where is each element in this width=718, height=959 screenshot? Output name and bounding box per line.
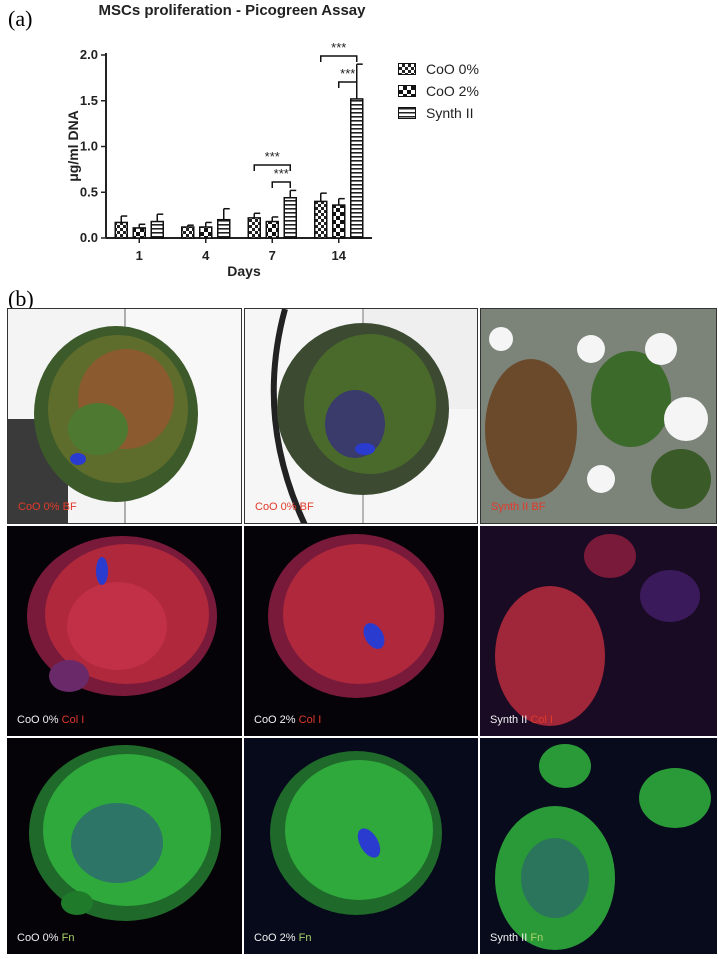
panel-label-a: (a) — [8, 6, 33, 31]
tile-caption: Synth II Col I — [490, 714, 553, 726]
caption-part: Synth II — [490, 932, 531, 944]
significance-bracket — [320, 55, 358, 62]
caption-part: Fn — [61, 932, 75, 944]
micrograph-grid: CoO 0% BF CoO 0% BF Synth II BF — [7, 308, 717, 956]
micrograph-bf-synthii: Synth II BF — [480, 308, 717, 524]
micrograph-image — [29, 745, 221, 921]
caption-part: Col I — [530, 714, 553, 726]
chart-title: MSCs proliferation - Picogreen Assay — [98, 2, 366, 19]
legend-swatch-synth-ii — [398, 107, 416, 119]
caption-part: Col I — [61, 714, 85, 726]
legend-item-synth-ii: Synth II — [398, 102, 479, 124]
micrograph-fn-synthii: Synth II Fn — [480, 738, 717, 954]
bar — [217, 218, 231, 239]
tile-caption: CoO 0% BF — [255, 501, 314, 513]
legend-label-coo-2: CoO 2% — [426, 83, 479, 99]
micrograph-image — [8, 309, 241, 523]
bar — [114, 221, 128, 239]
bar — [181, 226, 195, 239]
chart-legend: CoO 0% CoO 2% Synth II — [398, 58, 479, 124]
micrograph-fn-coo2: CoO 2% Fn — [244, 738, 478, 954]
significance-bracket — [253, 164, 291, 171]
bar — [265, 220, 279, 239]
bar — [132, 227, 146, 239]
bar — [350, 98, 364, 239]
x-tick-label: 4 — [202, 248, 210, 263]
x-tick-label: 7 — [269, 248, 276, 263]
micrograph-bf-coo0: CoO 0% BF — [7, 308, 242, 524]
bar — [150, 220, 164, 239]
bar-chart: MSCs proliferation - Picogreen Assay μg/… — [65, 2, 372, 279]
y-axis-label: μg/ml DNA — [65, 110, 81, 182]
tile-caption: Synth II Fn — [490, 932, 543, 944]
legend-label-synth-ii: Synth II — [426, 105, 474, 121]
panel-label-b: (b) — [8, 286, 34, 311]
bar — [332, 204, 346, 239]
significance-label: *** — [331, 40, 346, 55]
y-tick-label: 1.5 — [80, 93, 98, 108]
micrograph-image — [480, 738, 717, 954]
tile-caption: CoO 0% Col I — [17, 714, 84, 726]
caption-part: CoO 2% — [254, 932, 299, 944]
legend-item-coo-2: CoO 2% — [398, 80, 479, 102]
x-tick-label: 1 — [136, 248, 143, 263]
tile-caption: CoO 0% BF — [18, 501, 77, 513]
legend-swatch-coo-0 — [398, 63, 416, 75]
y-tick-label: 0.0 — [80, 230, 98, 245]
y-tick-label: 1.0 — [80, 139, 98, 154]
legend-swatch-coo-2 — [398, 85, 416, 97]
bar — [314, 200, 328, 239]
micrograph-col1-coo2: CoO 2% Col I — [244, 526, 478, 736]
micrograph-image — [245, 309, 477, 523]
caption-part: Col I — [298, 714, 322, 726]
significance-label: *** — [274, 166, 289, 181]
legend-label-coo-0: CoO 0% — [426, 61, 479, 77]
significance-label: *** — [265, 149, 280, 164]
caption-part: Fn — [298, 932, 312, 944]
micrograph-image — [481, 309, 716, 523]
x-tick-label: 14 — [332, 248, 347, 263]
micrograph-image — [480, 526, 717, 736]
micrograph-image — [27, 536, 217, 696]
caption-part: CoO 0% — [17, 714, 62, 726]
micrograph-col1-coo0: CoO 0% Col I — [7, 526, 242, 736]
caption-part: Synth II — [490, 714, 531, 726]
caption-part: CoO 0% BF — [18, 501, 77, 513]
caption-part: Synth II BF — [491, 501, 546, 513]
significance-bracket — [271, 181, 291, 188]
micrograph-bf-coo2: CoO 0% BF — [244, 308, 478, 524]
bar — [199, 226, 213, 239]
micrograph-image — [244, 738, 478, 954]
caption-part: CoO 0% — [17, 932, 62, 944]
caption-part: Fn — [530, 932, 544, 944]
tile-caption: CoO 2% Fn — [254, 932, 311, 944]
caption-part: CoO 0% BF — [255, 501, 314, 513]
bar — [247, 217, 261, 239]
significance-label: *** — [340, 66, 355, 81]
x-axis-label: Days — [227, 263, 261, 279]
bar — [283, 196, 297, 239]
micrograph-col1-synthii: Synth II Col I — [480, 526, 717, 736]
legend-item-coo-0: CoO 0% — [398, 58, 479, 80]
tile-caption: CoO 2% Col I — [254, 714, 321, 726]
micrograph-fn-coo0: CoO 0% Fn — [7, 738, 242, 954]
tile-caption: Synth II BF — [491, 501, 545, 513]
caption-part: CoO 2% — [254, 714, 299, 726]
tile-caption: CoO 0% Fn — [17, 932, 74, 944]
significance-bracket — [338, 81, 358, 88]
micrograph-image — [268, 534, 444, 698]
y-tick-label: 2.0 — [80, 47, 98, 62]
y-tick-label: 0.5 — [80, 184, 98, 199]
